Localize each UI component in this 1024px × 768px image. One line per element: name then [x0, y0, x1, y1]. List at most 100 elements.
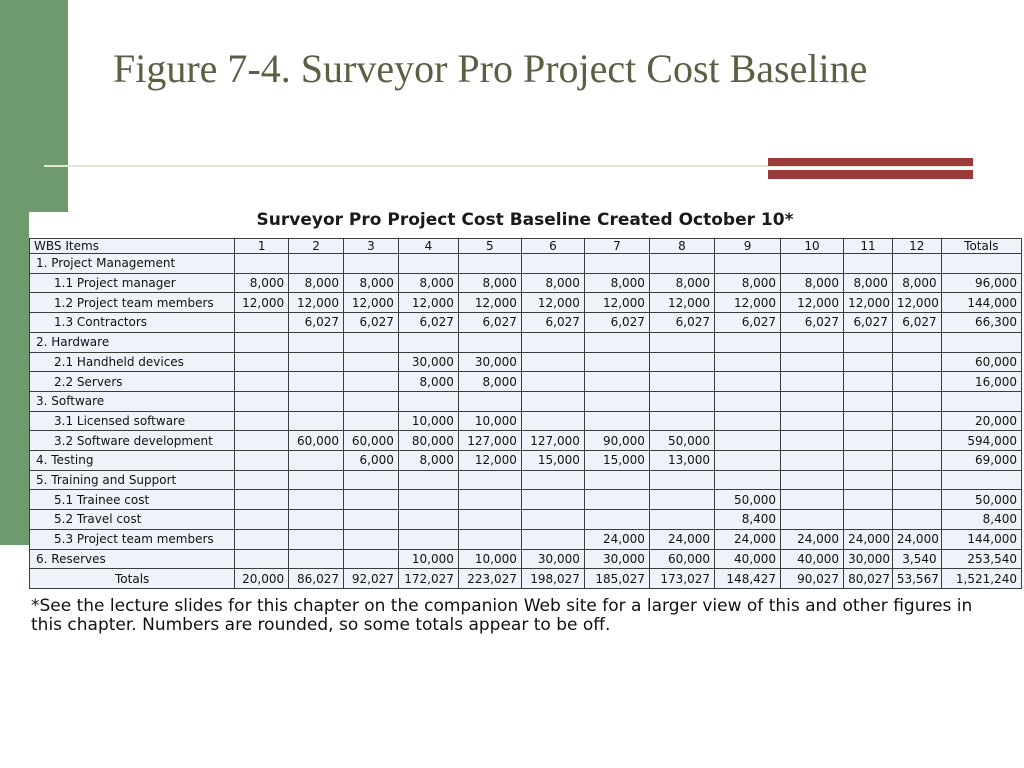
- month-value-cell: [234, 528, 290, 550]
- month-value-cell: [843, 450, 893, 471]
- row-total-cell: 594,000: [940, 430, 1023, 452]
- month-value-cell: [234, 469, 290, 491]
- month-value-cell: [843, 509, 893, 530]
- wbs-item-label: 3. Software: [28, 390, 236, 412]
- wbs-item-label: 2.2 Servers: [28, 371, 236, 392]
- month-value-cell: 80,027: [843, 568, 893, 589]
- month-value-cell: 10,000: [397, 548, 459, 570]
- month-value-cell: [288, 469, 345, 491]
- month-value-cell: [843, 489, 893, 511]
- month-value-cell: [583, 410, 650, 432]
- decorative-red-bar-bottom: [768, 170, 973, 179]
- row-total-cell: 69,000: [940, 450, 1023, 471]
- month-value-cell: 8,000: [397, 272, 459, 294]
- month-value-cell: 127,000: [520, 430, 585, 452]
- month-value-cell: [843, 469, 893, 491]
- column-header-totals: Totals: [940, 238, 1023, 254]
- month-value-cell: [343, 528, 399, 550]
- table-row: 6. Reserves 10,000 10,000 30,000 30,000 60,00…: [28, 548, 1023, 570]
- month-value-cell: 6,027: [288, 312, 345, 333]
- cost-baseline-table: WBS Items 1 2 3 4 5 6 7 8 9 10 11 12 Totals 1. Projec…: [28, 238, 1023, 589]
- month-value-cell: 6,027: [780, 312, 845, 333]
- month-value-cell: 6,027: [397, 312, 459, 333]
- month-value-cell: 12,000: [457, 292, 522, 314]
- month-value-cell: 223,027: [457, 568, 522, 589]
- month-value-cell: 15,000: [520, 450, 585, 471]
- month-value-cell: [780, 371, 845, 392]
- month-value-cell: [234, 351, 290, 373]
- month-value-cell: 60,000: [288, 430, 345, 452]
- month-value-cell: [648, 509, 715, 530]
- month-value-cell: [891, 410, 942, 432]
- month-value-cell: [343, 331, 399, 353]
- month-value-cell: 60,000: [648, 548, 715, 570]
- month-value-cell: [780, 469, 845, 491]
- month-value-cell: [343, 489, 399, 511]
- month-value-cell: [713, 410, 782, 432]
- month-value-cell: [457, 331, 522, 353]
- month-value-cell: 8,000: [457, 272, 522, 294]
- wbs-item-label: 3.2 Software development: [28, 430, 236, 452]
- month-value-cell: [343, 548, 399, 570]
- month-value-cell: [780, 253, 845, 274]
- month-value-cell: 8,000: [343, 272, 399, 294]
- month-value-cell: 6,027: [648, 312, 715, 333]
- wbs-item-label: 1.1 Project manager: [28, 272, 236, 294]
- table-row: 1.2 Project team members 12,000 12,000 12,0…: [28, 292, 1023, 314]
- month-value-cell: 92,027: [343, 568, 399, 589]
- month-value-cell: 86,027: [288, 568, 345, 589]
- month-value-cell: [343, 410, 399, 432]
- month-value-cell: 8,000: [891, 272, 942, 294]
- month-value-cell: 24,000: [648, 528, 715, 550]
- column-header-month: 2: [288, 238, 345, 254]
- month-value-cell: [457, 509, 522, 530]
- month-value-cell: [343, 390, 399, 412]
- month-value-cell: [891, 509, 942, 530]
- row-total-cell: 1,521,240: [940, 568, 1023, 589]
- month-value-cell: [780, 351, 845, 373]
- month-value-cell: 53,567: [891, 568, 942, 589]
- month-value-cell: [891, 390, 942, 412]
- month-value-cell: [780, 410, 845, 432]
- month-value-cell: [713, 371, 782, 392]
- table-row: 2. Hardware: [28, 331, 1023, 353]
- month-value-cell: [234, 253, 290, 274]
- month-value-cell: [713, 390, 782, 412]
- month-value-cell: [891, 253, 942, 274]
- month-value-cell: 198,027: [520, 568, 585, 589]
- table-row: 1. Project Management: [28, 253, 1023, 274]
- month-value-cell: [713, 253, 782, 274]
- month-value-cell: [520, 351, 585, 373]
- month-value-cell: 8,000: [713, 272, 782, 294]
- month-value-cell: [520, 253, 585, 274]
- month-value-cell: [457, 390, 522, 412]
- month-value-cell: [583, 331, 650, 353]
- month-value-cell: 30,000: [397, 351, 459, 373]
- month-value-cell: [648, 371, 715, 392]
- slide-title: Figure 7-4. Surveyor Pro Project Cost Ba…: [113, 46, 868, 91]
- row-total-cell: 60,000: [940, 351, 1023, 373]
- month-value-cell: 12,000: [891, 292, 942, 314]
- column-header-month: 3: [343, 238, 399, 254]
- month-value-cell: 8,000: [520, 272, 585, 294]
- column-header-wbs-items: WBS Items: [28, 238, 236, 254]
- month-value-cell: [648, 469, 715, 491]
- column-header-month: 9: [713, 238, 782, 254]
- table-row: 5.3 Project team members 24,000 24,000 24,0…: [28, 528, 1023, 550]
- row-total-cell: 16,000: [940, 371, 1023, 392]
- month-value-cell: [520, 390, 585, 412]
- table-body: 1. Project Management 1.1 Project manager…: [28, 253, 1023, 589]
- month-value-cell: [288, 371, 345, 392]
- month-value-cell: [520, 371, 585, 392]
- row-total-cell: 8,400: [940, 509, 1023, 530]
- month-value-cell: 80,000: [397, 430, 459, 452]
- month-value-cell: [648, 351, 715, 373]
- month-value-cell: [843, 371, 893, 392]
- month-value-cell: 3,540: [891, 548, 942, 570]
- wbs-item-label: 2.1 Handheld devices: [28, 351, 236, 373]
- table-row: 1.1 Project manager 8,000 8,000 8,000 8,000 8…: [28, 272, 1023, 294]
- month-value-cell: [520, 489, 585, 511]
- month-value-cell: 8,000: [397, 450, 459, 471]
- month-value-cell: [648, 410, 715, 432]
- month-value-cell: [234, 548, 290, 570]
